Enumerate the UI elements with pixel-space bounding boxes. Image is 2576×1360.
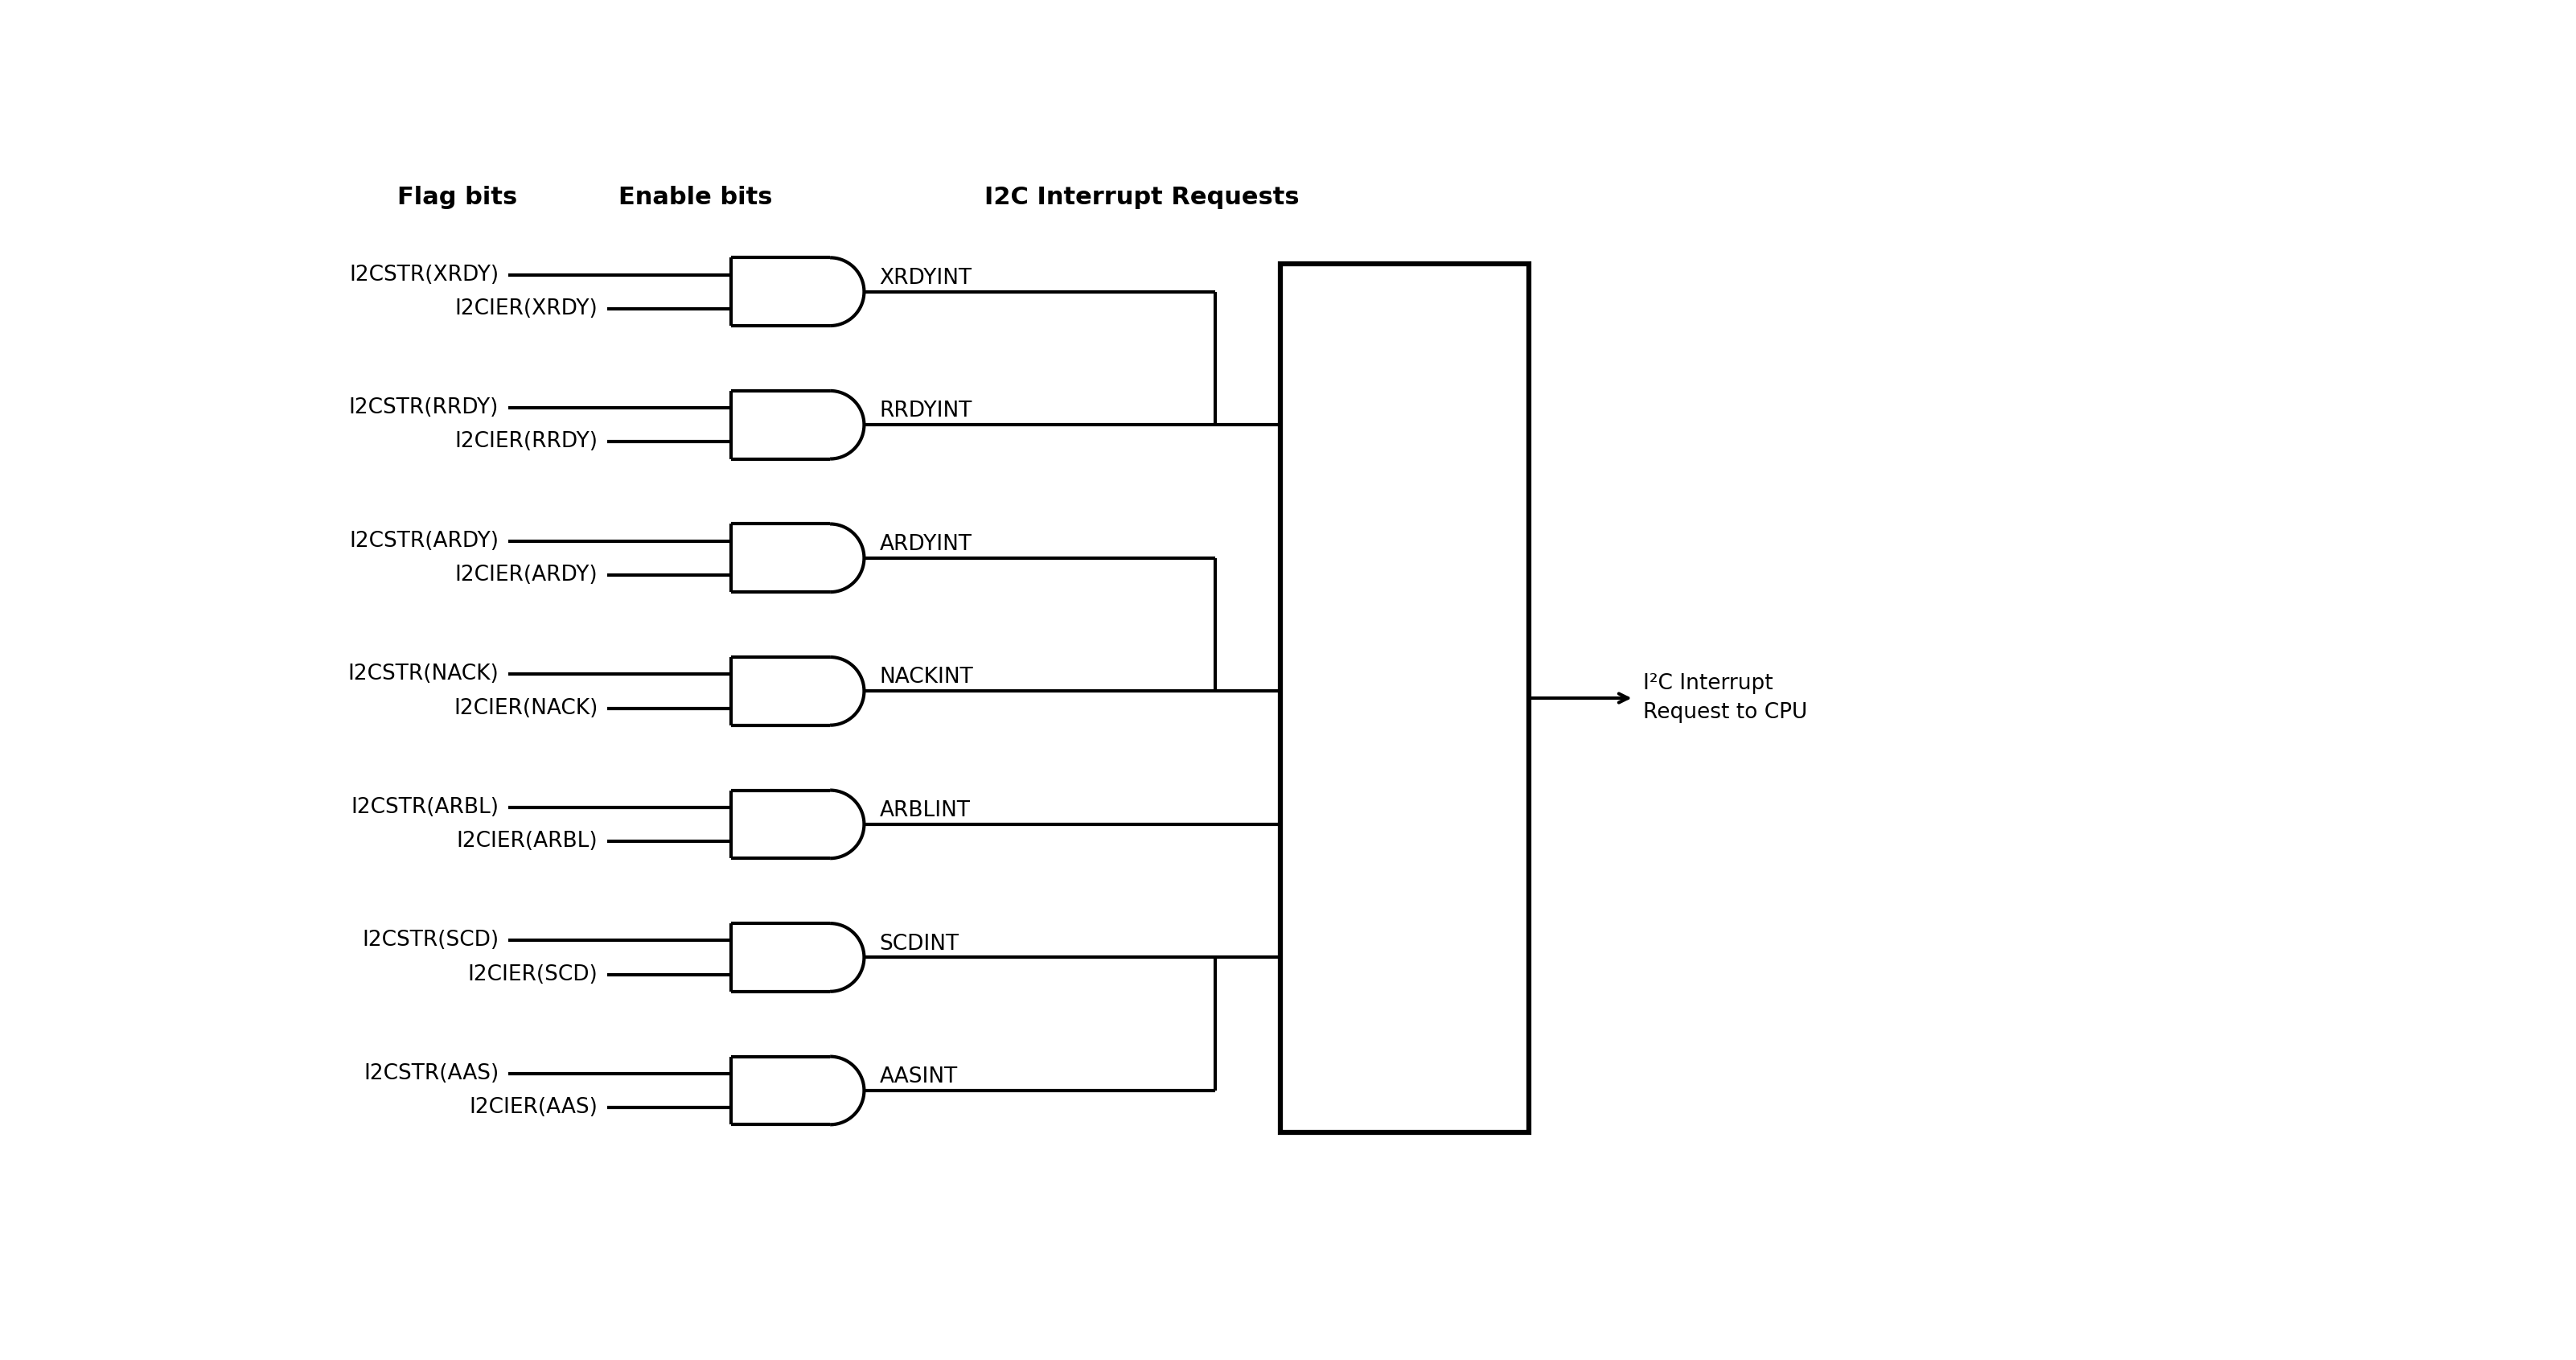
Text: I2CIER(ARBL): I2CIER(ARBL) (456, 831, 598, 851)
Text: Flag bits: Flag bits (397, 185, 518, 209)
Text: I2CSTR(ARBL): I2CSTR(ARBL) (350, 797, 500, 817)
Text: I2CSTR(SCD): I2CSTR(SCD) (361, 930, 500, 951)
Text: I2CIER(ARDY): I2CIER(ARDY) (456, 564, 598, 585)
Text: I²C Interrupt
Request to CPU: I²C Interrupt Request to CPU (1643, 673, 1808, 724)
Text: I2CSTR(XRDY): I2CSTR(XRDY) (350, 264, 500, 286)
Text: AASINT: AASINT (878, 1066, 958, 1088)
Text: I2CIER(SCD): I2CIER(SCD) (469, 964, 598, 985)
Text: SCDINT: SCDINT (878, 933, 958, 955)
Polygon shape (1280, 264, 1528, 1133)
Text: I2CSTR(AAS): I2CSTR(AAS) (363, 1064, 500, 1084)
Text: I2CSTR(NACK): I2CSTR(NACK) (348, 664, 500, 684)
Text: ARBLINT: ARBLINT (878, 800, 971, 821)
Text: RRDYINT: RRDYINT (878, 401, 971, 422)
Text: I2CIER(XRDY): I2CIER(XRDY) (456, 298, 598, 320)
Text: Arbiter: Arbiter (1365, 687, 1445, 710)
Text: Enable bits: Enable bits (618, 185, 773, 209)
Text: I2C Interrupt Requests: I2C Interrupt Requests (984, 185, 1298, 209)
Text: I2CIER(AAS): I2CIER(AAS) (469, 1098, 598, 1118)
Text: I2CIER(RRDY): I2CIER(RRDY) (456, 431, 598, 453)
Text: I2CSTR(RRDY): I2CSTR(RRDY) (348, 397, 500, 419)
Text: ARDYINT: ARDYINT (878, 534, 971, 555)
Text: NACKINT: NACKINT (878, 666, 974, 688)
Text: I2CIER(NACK): I2CIER(NACK) (453, 698, 598, 718)
Text: XRDYINT: XRDYINT (878, 268, 971, 288)
Text: I2CSTR(ARDY): I2CSTR(ARDY) (350, 530, 500, 551)
